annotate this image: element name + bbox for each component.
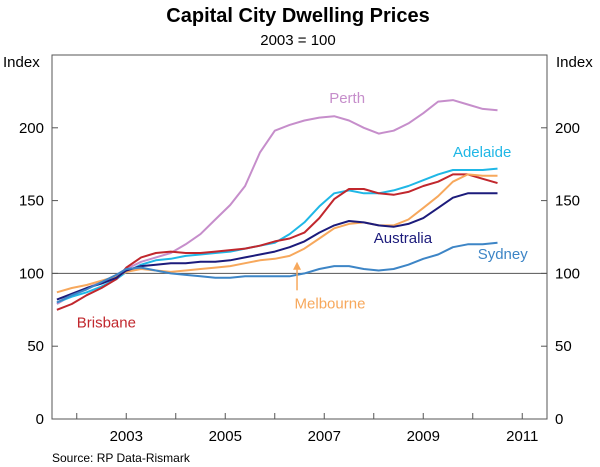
x-tick-label: 2011 — [506, 428, 538, 445]
y-tick-label-left: 150 — [19, 193, 44, 210]
series-label-australia: Australia — [374, 230, 433, 247]
chart-title: Capital City Dwelling Prices — [166, 5, 429, 27]
series-line-sydney — [56, 241, 498, 304]
y-tick-label-left: 100 — [19, 265, 44, 282]
y-axis-label-left: Index — [3, 54, 40, 71]
y-axis-label-right: Index — [556, 54, 593, 71]
x-tick-label: 2003 — [110, 428, 143, 445]
y-tick-label-right: 100 — [555, 265, 580, 282]
series-label-adelaide: Adelaide — [453, 144, 511, 161]
series-line-australia — [56, 192, 498, 301]
x-tick-label: 2009 — [407, 428, 440, 445]
y-tick-label-left: 200 — [19, 120, 44, 137]
y-tick-label-right: 200 — [555, 120, 580, 137]
melbourne-arrow-head — [293, 261, 302, 270]
chart-subtitle: 2003 = 100 — [260, 32, 336, 49]
x-tick-label: 2005 — [209, 428, 242, 445]
series-line-melbourne — [56, 173, 498, 294]
y-tick-label-right: 150 — [555, 193, 580, 210]
series-label-melbourne: Melbourne — [295, 295, 366, 312]
x-tick-label: 2007 — [308, 428, 341, 445]
y-tick-label-left: 50 — [27, 338, 44, 355]
plot-frame — [51, 54, 548, 420]
series-label-brisbane: Brisbane — [77, 314, 136, 331]
source-note: Source: RP Data-Rismark — [52, 451, 191, 465]
series-line-brisbane — [56, 173, 498, 311]
series-label-perth: Perth — [329, 90, 365, 107]
y-tick-label-left: 0 — [36, 411, 44, 428]
series-label-sydney: Sydney — [478, 246, 529, 263]
y-tick-label-right: 0 — [555, 411, 563, 428]
y-tick-label-right: 50 — [555, 338, 572, 355]
